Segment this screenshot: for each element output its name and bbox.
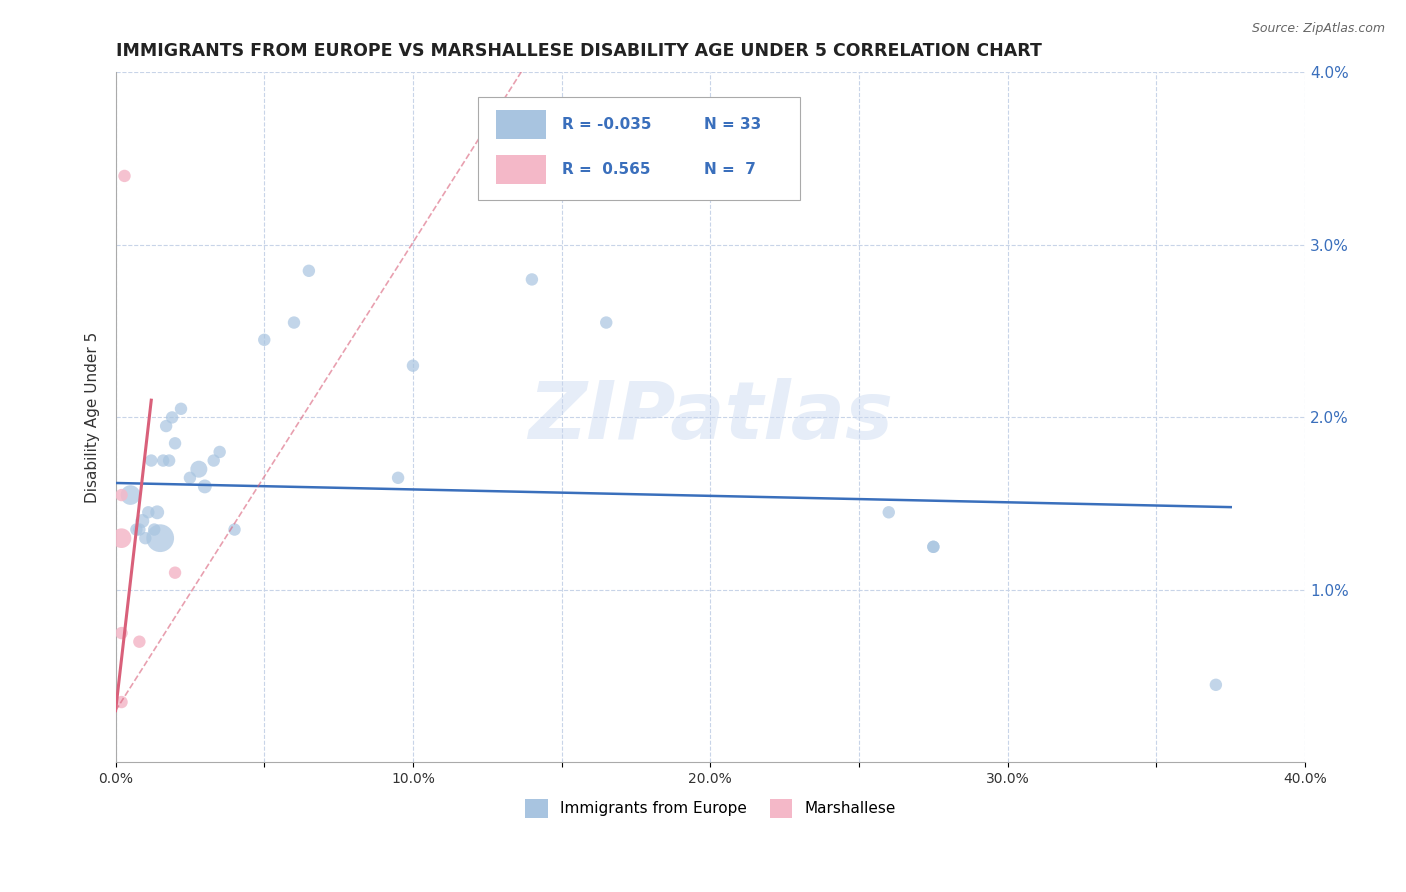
FancyBboxPatch shape — [496, 155, 546, 185]
Text: IMMIGRANTS FROM EUROPE VS MARSHALLESE DISABILITY AGE UNDER 5 CORRELATION CHART: IMMIGRANTS FROM EUROPE VS MARSHALLESE DI… — [115, 42, 1042, 60]
Point — [187, 462, 209, 476]
Text: R = -0.035: R = -0.035 — [561, 118, 651, 132]
Point — [131, 514, 153, 528]
FancyBboxPatch shape — [478, 96, 800, 200]
Point — [520, 272, 543, 286]
Text: N =  7: N = 7 — [704, 162, 756, 178]
Point — [1205, 678, 1227, 692]
Point — [128, 523, 150, 537]
Point — [110, 531, 132, 545]
Point — [155, 419, 177, 434]
Point — [224, 523, 246, 537]
Point — [134, 531, 156, 545]
Point — [165, 566, 187, 580]
Point — [146, 505, 169, 519]
Y-axis label: Disability Age Under 5: Disability Age Under 5 — [86, 332, 100, 503]
Point — [208, 445, 231, 459]
Text: N = 33: N = 33 — [704, 118, 762, 132]
Point — [136, 505, 159, 519]
Point — [922, 540, 945, 554]
Point — [283, 316, 305, 330]
Point — [141, 453, 163, 467]
Point — [128, 634, 150, 648]
Point — [194, 479, 217, 493]
Point — [922, 540, 945, 554]
Text: R =  0.565: R = 0.565 — [561, 162, 650, 178]
Point — [114, 169, 136, 183]
Point — [120, 488, 142, 502]
FancyBboxPatch shape — [496, 111, 546, 139]
Point — [253, 333, 276, 347]
Point — [157, 453, 180, 467]
Text: Source: ZipAtlas.com: Source: ZipAtlas.com — [1251, 22, 1385, 36]
Point — [877, 505, 900, 519]
Point — [149, 531, 172, 545]
Point — [298, 264, 321, 278]
Point — [402, 359, 425, 373]
Point — [110, 626, 132, 640]
Point — [110, 695, 132, 709]
Point — [152, 453, 174, 467]
Point — [387, 471, 409, 485]
Point — [170, 401, 193, 416]
Point — [165, 436, 187, 450]
Point — [179, 471, 201, 485]
Point — [202, 453, 225, 467]
Point — [125, 523, 148, 537]
Point — [595, 316, 617, 330]
Legend: Immigrants from Europe, Marshallese: Immigrants from Europe, Marshallese — [519, 793, 903, 824]
Point — [110, 488, 132, 502]
Point — [143, 523, 166, 537]
Text: ZIPatlas: ZIPatlas — [527, 378, 893, 457]
Point — [160, 410, 183, 425]
